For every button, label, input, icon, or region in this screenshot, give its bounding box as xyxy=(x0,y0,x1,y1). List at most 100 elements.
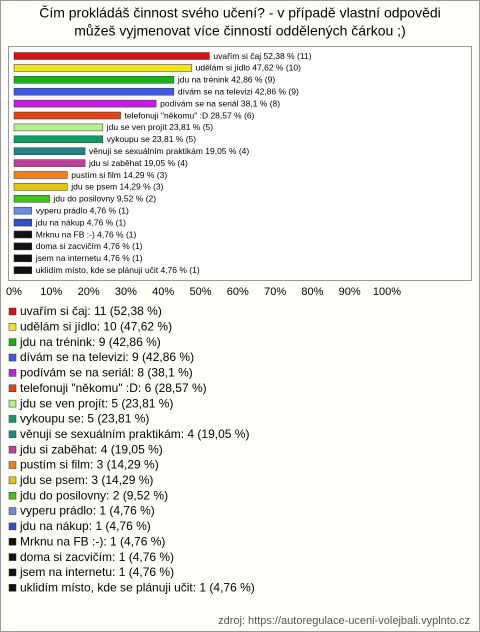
value-label-bg xyxy=(33,205,131,216)
chart-title: Čím prokládáš činnost svého učení? - v p… xyxy=(39,5,441,21)
legend-swatch xyxy=(8,384,17,392)
legend-swatch xyxy=(8,353,17,362)
value-label: vyperu prádlo 4,76 % (1) xyxy=(36,205,129,215)
value-label-bg xyxy=(175,86,301,97)
legend-swatch xyxy=(8,307,17,316)
legend-label: jdu se psem: 3 (14,29 %) xyxy=(19,473,153,487)
x-tick-label: 100% xyxy=(373,286,401,298)
x-tick-label: 10% xyxy=(40,286,62,298)
legend-label: uvařím si čaj: 11 (52,38 %) xyxy=(20,304,162,318)
legend-label: telefonuji "někomu" :D: 6 (28,57 %) xyxy=(20,381,207,395)
x-tick-label: 70% xyxy=(264,286,286,298)
legend-swatch xyxy=(8,507,17,515)
legend-label: jdu na trénink: 9 (42,86 %) xyxy=(19,335,161,349)
legend-swatch xyxy=(8,369,17,377)
value-label-bg xyxy=(33,265,202,276)
bar xyxy=(13,123,104,132)
value-label: uvařím si čaj 52,38 % (11) xyxy=(213,51,311,61)
value-label: vykoupu se 23,81 % (5) xyxy=(107,134,196,144)
legend-label: pustím si film: 3 (14,29 %) xyxy=(20,458,159,472)
bar xyxy=(13,76,175,84)
bar xyxy=(13,87,175,96)
value-label-bg xyxy=(33,217,129,228)
legend-swatch xyxy=(8,415,17,423)
legend-swatch xyxy=(8,461,17,469)
bar xyxy=(13,254,33,263)
value-label-bg xyxy=(33,229,139,240)
bar xyxy=(13,266,33,274)
legend-swatch xyxy=(8,538,17,546)
bar xyxy=(13,64,192,72)
legend-label: udělám si jídlo: 10 (47,62 %) xyxy=(20,320,172,334)
value-label-bg xyxy=(104,122,216,133)
value-label: jdu na trénink 42,86 % (9) xyxy=(177,75,276,85)
legend-label: věnuji se sexuálním praktikám: 4 (19,05 … xyxy=(20,427,249,441)
value-label: jdu se ven projít 23,81 % (5) xyxy=(106,122,213,132)
x-tick-label: 0% xyxy=(6,286,22,298)
value-label-bg xyxy=(51,193,159,204)
bar xyxy=(13,195,50,203)
bar xyxy=(13,147,86,155)
value-label-bg xyxy=(33,253,145,264)
legend-label: jdu se ven projít: 5 (23,81 %) xyxy=(19,396,173,410)
legend-swatch xyxy=(8,553,17,561)
value-label-bg xyxy=(175,74,278,85)
x-tick-label: 40% xyxy=(152,286,174,298)
legend-label: vykoupu se: 5 (23,81 %) xyxy=(20,412,149,426)
legend-label: jdu na nákup: 1 (4,76 %) xyxy=(19,519,151,533)
bar xyxy=(13,230,33,239)
x-tick-label: 30% xyxy=(115,286,137,298)
chart-subtitle: můžeš vyjmenovat více činností oddělenýc… xyxy=(74,23,406,39)
legend-label: jdu do posilovny: 2 (9,52 %) xyxy=(19,488,168,502)
value-label-bg xyxy=(69,170,170,180)
value-label: Mrknu na FB :-) 4,76 % (1) xyxy=(36,229,137,239)
x-tick-label: 20% xyxy=(78,286,100,298)
legend-label: podívám se na seriál: 8 (38,1 %) xyxy=(20,366,193,380)
legend-label: Mrknu na FB :-): 1 (4,76 %) xyxy=(20,534,165,548)
value-label: telefonuji "někomu" :D 28,57 % (6) xyxy=(125,110,255,120)
value-label-bg xyxy=(211,51,314,61)
legend-swatch xyxy=(8,568,17,577)
bar xyxy=(13,171,68,179)
legend-swatch xyxy=(8,430,17,439)
bar xyxy=(13,206,33,215)
value-label-bg xyxy=(33,241,145,252)
legend-label: jsem na internetu: 1 (4,76 %) xyxy=(19,565,174,579)
bar xyxy=(13,242,33,251)
value-label-bg xyxy=(87,146,252,157)
legend-swatch xyxy=(8,476,17,485)
legend-swatch xyxy=(8,584,17,592)
bar xyxy=(13,135,104,144)
value-label: dívám se na televizi 42,86 % (9) xyxy=(178,86,299,96)
value-label: věnuji se sexuálním praktikám 19,05 % (4… xyxy=(89,146,249,156)
value-label: udělám si jídlo 47,62 % (10) xyxy=(196,63,302,73)
legend-swatch xyxy=(8,522,17,531)
x-tick-label: 90% xyxy=(339,286,361,298)
bar xyxy=(13,183,68,191)
x-tick-label: 50% xyxy=(189,286,211,298)
bar xyxy=(13,99,157,108)
legend-label: doma si zacvičím: 1 (4,76 %) xyxy=(20,550,174,564)
bar xyxy=(13,218,33,227)
value-label-bg xyxy=(158,98,283,109)
value-label: uklidím místo, kde se plánuji učit 4,76 … xyxy=(36,265,200,275)
legend-label: dívám se na televizi: 9 (42,86 %) xyxy=(20,350,194,364)
legend-swatch xyxy=(8,399,17,408)
value-label-bg xyxy=(122,110,257,121)
value-label-bg xyxy=(104,134,199,145)
legend-swatch xyxy=(8,338,17,346)
legend-swatch xyxy=(8,491,17,500)
value-label: doma si zacvičím 4,76 % (1) xyxy=(36,241,143,251)
legend-label: vyperu prádlo: 1 (4,76 %) xyxy=(20,504,155,518)
value-label-bg xyxy=(69,181,166,192)
value-label-bg xyxy=(87,158,190,169)
legend-label: uklidím místo, kde se plánuji učit: 1 (4… xyxy=(20,580,255,594)
bar xyxy=(13,111,121,120)
legend-swatch xyxy=(8,323,17,331)
value-label-bg xyxy=(193,62,303,73)
x-tick-label: 80% xyxy=(301,286,323,298)
value-label: pustím si film 14,29 % (3) xyxy=(71,170,167,180)
value-label: jdu si zaběhat 19,05 % (4) xyxy=(88,158,188,168)
source: zdroj: https://autoregulace-uceni-volejb… xyxy=(218,615,470,627)
